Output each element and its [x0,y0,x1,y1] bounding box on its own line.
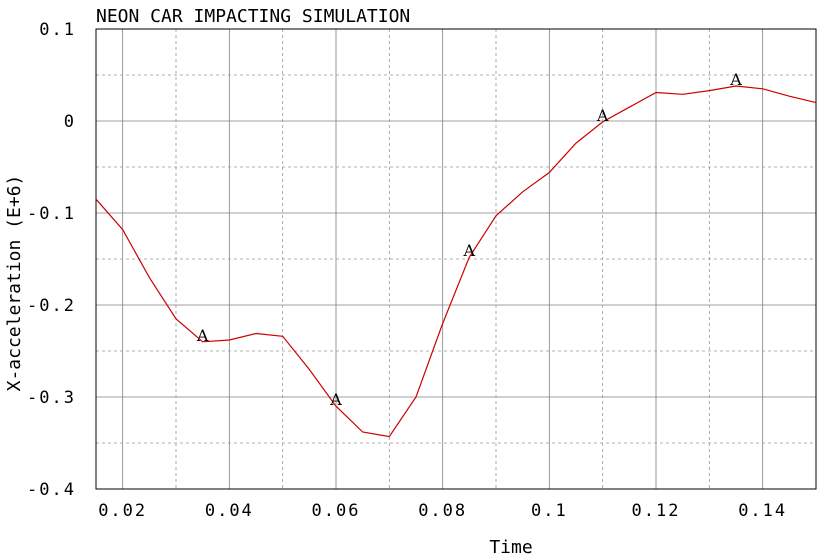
y-tick-label: -0.1 [27,204,76,224]
series-marker-a: A [729,70,742,89]
x-tick-label: 0.1 [531,501,568,521]
series-line-a [95,85,817,438]
y-tick-label: -0.4 [27,480,76,500]
grid [96,28,816,490]
series-marker-a: A [596,106,609,125]
x-tick-label: 0.02 [98,501,147,521]
x-tick-label: 0.12 [632,501,681,521]
marker-labels: A A A A A [196,70,742,409]
y-axis-label: X-acceleration (E+6) [4,175,25,392]
chart-title: NEON CAR IMPACTING SIMULATION [96,6,410,27]
x-tick-label: 0.14 [738,501,787,521]
x-tick-label: 0.04 [205,501,254,521]
y-tick-label: 0.1 [39,20,76,40]
y-tick-label: -0.2 [27,296,76,316]
plot-frame [95,28,817,490]
series-marker-a: A [196,326,209,345]
y-axis: 0.1 0 -0.1 -0.2 -0.3 -0.4 [27,20,76,500]
y-tick-label: -0.3 [27,388,76,408]
x-axis: 0.02 0.04 0.06 0.08 0.1 0.12 0.14 [98,501,787,521]
y-tick-label: 0 [64,112,76,132]
series-marker-a: A [329,390,342,409]
x-tick-label: 0.08 [418,501,467,521]
x-axis-label: Time [489,537,532,558]
x-tick-label: 0.06 [312,501,361,521]
series-marker-a: A [463,241,476,260]
